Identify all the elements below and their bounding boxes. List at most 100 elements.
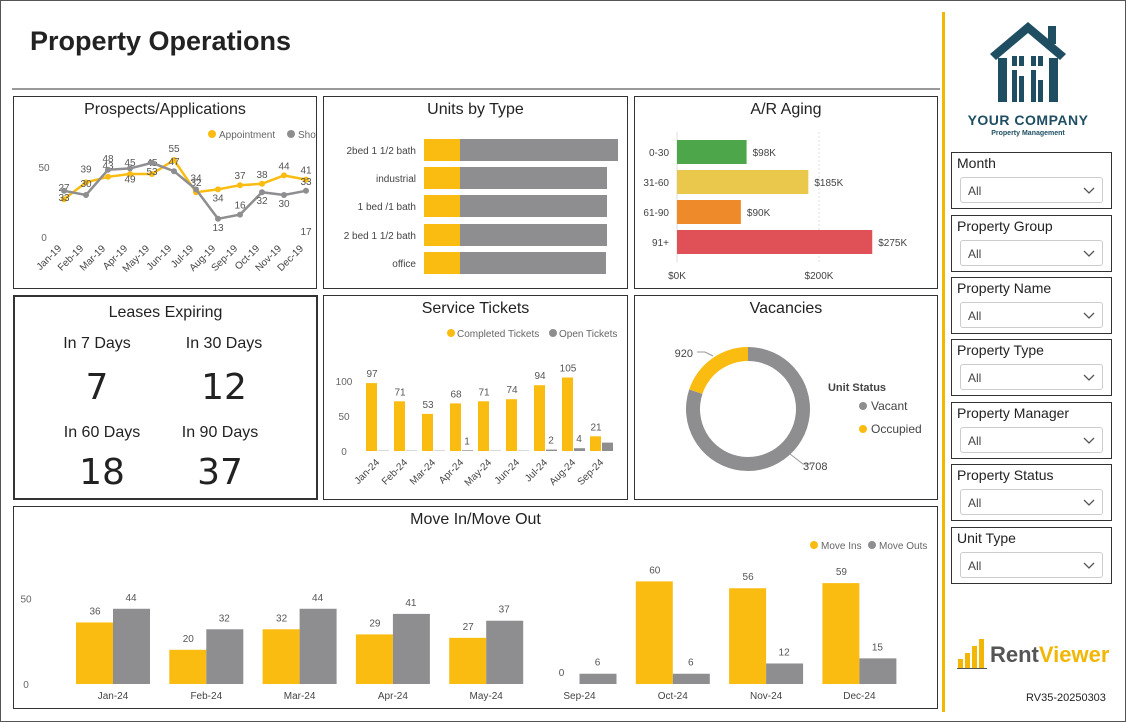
slicer-property-status[interactable]: Property Status All [951, 464, 1112, 521]
bar-completed [394, 401, 405, 451]
units-panel[interactable]: Units by Type 2bed 1 1/2 bath industrial 1… [323, 96, 628, 289]
data-label: 34 [212, 193, 224, 204]
slicer-label: Property Status [957, 467, 1054, 483]
data-label: 44 [125, 593, 137, 604]
prospects-panel[interactable]: Prospects/Applications 0 50 Appointment Sho… [13, 96, 317, 289]
x-tick-label: Sep-24 [576, 457, 607, 488]
data-label: 15 [872, 642, 884, 653]
slicer-dropdown[interactable]: All [960, 364, 1103, 390]
slicer-dropdown[interactable]: All [960, 302, 1103, 328]
data-label: 3708 [803, 461, 827, 473]
leases-title: Leases Expiring [108, 304, 223, 321]
bar-completed [590, 436, 601, 451]
lease-value-30: 12 [201, 367, 247, 408]
data-label: 44 [312, 593, 324, 604]
x-tick-label: Mar-24 [284, 691, 316, 702]
data-label: 105 [560, 364, 577, 375]
slicer-label: Property Manager [957, 405, 1070, 421]
bar-open [462, 450, 473, 451]
legend-marker-show [287, 130, 295, 138]
legend-label-open: Open Tickets [559, 329, 617, 340]
bar-move-ins [355, 634, 393, 684]
leader-line [697, 351, 714, 357]
data-label: 97 [366, 369, 378, 380]
y-tick-label: 100 [336, 377, 353, 388]
legend-label-appointment: Appointment [219, 130, 275, 141]
category-label: 1 bed /1 bath [358, 202, 416, 213]
series-point-show [215, 215, 221, 222]
legend-marker-open [549, 329, 557, 337]
series-line-show [63, 161, 307, 221]
bar-open [546, 449, 557, 451]
bar-segment-primary [424, 252, 460, 274]
moves-panel[interactable]: Move In/Move Out Move Ins Move Outs 0 50 36 4… [13, 506, 938, 709]
vacancies-panel[interactable]: Vacancies 3708 920 Unit Status Vacant Occupi… [634, 295, 938, 500]
slicer-dropdown[interactable]: All [960, 240, 1103, 266]
legend-label-occupied: Occupied [871, 422, 922, 436]
lease-label-90: In 90 Days [181, 424, 259, 441]
lease-label-7: In 7 Days [63, 335, 131, 352]
bar-move-ins [169, 649, 207, 684]
bar-move-outs [859, 658, 897, 684]
data-label: 53 [422, 400, 434, 411]
series-point-appointment [83, 179, 89, 186]
data-label: 68 [450, 389, 462, 400]
ar-aging-panel[interactable]: A/R Aging 0-30 $98K 31-60 $185K 61-90 $90K 91+… [634, 96, 938, 289]
slicer-value: All [968, 184, 982, 198]
slicer-unit-type[interactable]: Unit Type All [951, 527, 1112, 584]
legend-title: Unit Status [828, 382, 886, 394]
slicer-property-manager[interactable]: Property Manager All [951, 402, 1112, 459]
slicer-label: Property Type [957, 342, 1044, 358]
bar-completed [478, 401, 489, 451]
slicer-value: All [968, 496, 982, 510]
x-tick-label: Oct-24 [658, 691, 688, 702]
slicer-dropdown[interactable]: All [960, 489, 1103, 515]
bar-completed [422, 413, 433, 451]
chevron-down-icon [1083, 437, 1095, 444]
moves-title: Move In/Move Out [410, 511, 541, 528]
legend-marker-occupied [859, 425, 867, 433]
bar-segment-secondary [460, 195, 607, 217]
data-label: 2 [548, 436, 554, 447]
slicer-property-name[interactable]: Property Name All [951, 277, 1112, 334]
service-chart: Completed Tickets Open Tickets 0 50 100 97 Jan… [336, 329, 617, 489]
slicer-dropdown[interactable]: All [960, 177, 1103, 203]
chevron-down-icon [1083, 499, 1095, 506]
slicer-property-type[interactable]: Property Type All [951, 339, 1112, 396]
series-point-appointment [237, 182, 243, 189]
slicer-dropdown[interactable]: All [960, 427, 1103, 453]
data-label: 71 [478, 387, 490, 398]
data-label: $98K [753, 148, 777, 159]
series-line-appointment [63, 158, 307, 201]
category-label: 0-30 [649, 148, 669, 159]
x-tick-label: Jan-24 [353, 457, 383, 487]
bar [677, 140, 747, 164]
data-label: 6 [688, 658, 694, 669]
slicer-dropdown[interactable]: All [960, 552, 1103, 578]
x-tick-label: Apr-24 [437, 457, 466, 486]
legend-label-completed: Completed Tickets [457, 329, 539, 340]
bar-segment-secondary [460, 224, 607, 246]
service-panel[interactable]: Service Tickets Completed Tickets Open Ti… [323, 295, 628, 500]
product-logo-text: RentViewer [990, 642, 1109, 668]
category-label: industrial [376, 174, 416, 185]
vacancies-chart: 3708 920 Unit Status Vacant Occupied [675, 347, 922, 473]
chevron-down-icon [1083, 250, 1095, 257]
bar-move-outs [299, 608, 337, 684]
data-label: 32 [276, 613, 288, 624]
series-point-appointment [259, 180, 265, 187]
data-label: 34 [190, 173, 202, 184]
slicer-value: All [968, 247, 982, 261]
y-tick-label: 50 [20, 595, 32, 606]
slicer-property-group[interactable]: Property Group All [951, 215, 1112, 272]
data-label: 47 [168, 157, 180, 168]
series-point-appointment [281, 172, 287, 179]
legend-label-move-ins: Move Ins [821, 541, 862, 552]
x-tick-label: $200K [805, 271, 834, 282]
product-name-viewer: Viewer [1038, 642, 1110, 667]
leases-panel[interactable]: Leases Expiring In 7 Days 7 In 30 Days 1… [13, 295, 318, 500]
slicer-label: Property Group [957, 218, 1053, 234]
legend-marker-move-outs [868, 541, 876, 549]
slicer-value: All [968, 559, 982, 573]
slicer-month[interactable]: Month All [951, 152, 1112, 209]
